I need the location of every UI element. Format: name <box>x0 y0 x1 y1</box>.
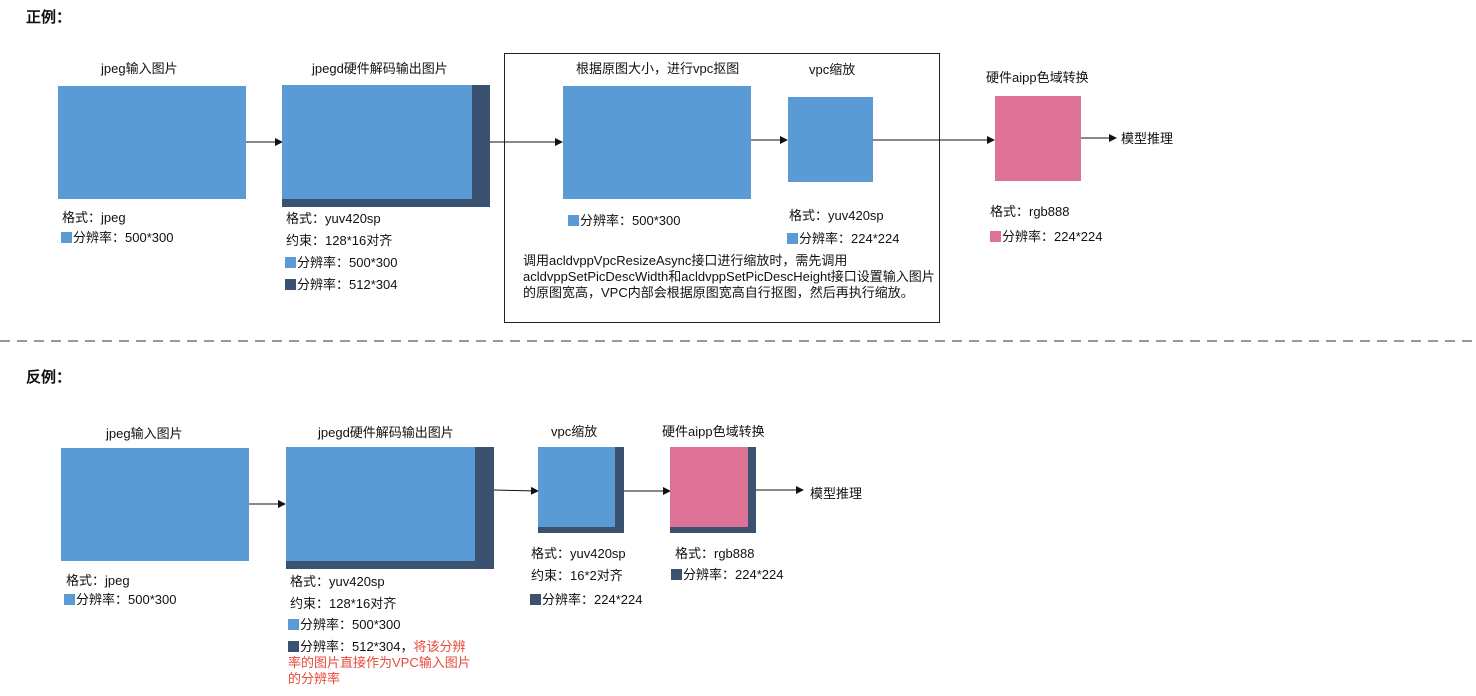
neg-jpeg-title: jpeg输入图片 <box>106 426 183 441</box>
pos-jpegd-res-a-row: 分辨率：500*300 <box>285 255 397 271</box>
blue-legend-swatch <box>61 232 72 243</box>
arrow-neg-jpegd-to-vpc <box>493 486 539 495</box>
blue-legend-swatch <box>64 594 75 605</box>
neg-vpc-res: 分辨率：224*224 <box>542 592 643 607</box>
pos-crop-res: 分辨率：500*300 <box>580 213 681 228</box>
pos-crop-image-box <box>563 86 751 199</box>
pos-jpegd-constraint: 约束：128*16对齐 <box>286 233 393 248</box>
positive-heading: 正例： <box>26 9 72 26</box>
neg-jpegd-res-a-row: 分辨率：500*300 <box>288 617 400 633</box>
pos-aipp-format: 格式：rgb888 <box>990 204 1070 219</box>
neg-vpc-title: vpc缩放 <box>551 424 598 439</box>
pos-vpc-image-box <box>788 97 873 182</box>
dark-legend-swatch <box>285 279 296 290</box>
negative-heading: 反例： <box>26 369 72 386</box>
blue-legend-swatch <box>285 257 296 268</box>
neg-jpegd-warning: 将该分辨率的图片直接作为VPC输入图片的分辨率 <box>288 639 471 686</box>
neg-jpeg-format: 格式：jpeg <box>66 573 130 588</box>
neg-jpegd-format: 格式：yuv420sp <box>290 574 385 589</box>
pos-vpc-note: 调用acldvppVpcResizeAsync接口进行缩放时，需先调用acldv… <box>523 253 935 300</box>
pos-vpc-res-row: 分辨率：224*224 <box>787 231 899 247</box>
pos-aipp-title: 硬件aipp色域转换 <box>986 70 1089 85</box>
pos-jpegd-title: jpegd硬件解码输出图片 <box>312 61 448 76</box>
pos-vpc-title: vpc缩放 <box>809 62 856 77</box>
neg-aipp-image-box <box>670 447 748 527</box>
neg-jpegd-image-box <box>286 447 475 561</box>
pos-aipp-res-row: 分辨率：224*224 <box>990 229 1102 245</box>
neg-jpegd-res-b-row: 分辨率：512*304，将该分辨率的图片直接作为VPC输入图片的分辨率 <box>288 639 478 687</box>
neg-model-inference: 模型推理 <box>810 486 863 501</box>
neg-aipp-title: 硬件aipp色域转换 <box>662 424 765 439</box>
pos-aipp-res: 分辨率：224*224 <box>1002 229 1103 244</box>
pos-jpeg-res-row: 分辨率：500*300 <box>61 230 173 246</box>
pos-jpegd-res-b: 分辨率：512*304 <box>297 277 398 292</box>
vpc-group-frame <box>504 53 940 323</box>
pos-jpeg-image-box <box>58 86 246 199</box>
neg-aipp-format: 格式：rgb888 <box>675 546 755 561</box>
neg-jpegd-res-b: 分辨率：512*304， <box>300 639 414 654</box>
blue-legend-swatch <box>787 233 798 244</box>
neg-aipp-res-row: 分辨率：224*224 <box>671 567 783 583</box>
pos-model-inference: 模型推理 <box>1121 131 1174 146</box>
neg-jpeg-image-box <box>61 448 249 561</box>
neg-vpc-res-row: 分辨率：224*224 <box>530 592 642 608</box>
pos-vpc-res: 分辨率：224*224 <box>799 231 900 246</box>
pos-aipp-image-box <box>995 96 1081 181</box>
dark-legend-swatch <box>671 569 682 580</box>
neg-vpc-image-box <box>538 447 615 527</box>
pos-jpeg-res: 分辨率：500*300 <box>73 230 174 245</box>
blue-legend-swatch <box>568 215 579 226</box>
neg-jpegd-constraint: 约束：128*16对齐 <box>290 596 397 611</box>
dark-legend-swatch <box>530 594 541 605</box>
pos-crop-title: 根据原图大小，进行vpc抠图 <box>576 61 740 76</box>
neg-jpegd-res-a: 分辨率：500*300 <box>300 617 401 632</box>
neg-vpc-format: 格式：yuv420sp <box>531 546 626 561</box>
pos-crop-res-row: 分辨率：500*300 <box>568 213 680 229</box>
pos-jpegd-res-b-row: 分辨率：512*304 <box>285 277 397 293</box>
pos-jpeg-title: jpeg输入图片 <box>101 61 178 76</box>
pos-jpeg-format: 格式：jpeg <box>62 210 126 225</box>
pos-jpegd-image-box <box>282 85 472 199</box>
neg-aipp-res: 分辨率：224*224 <box>683 567 784 582</box>
neg-vpc-constraint: 约束：16*2对齐 <box>531 568 623 583</box>
neg-jpegd-title: jpegd硬件解码输出图片 <box>318 425 454 440</box>
neg-jpeg-res: 分辨率：500*300 <box>76 592 177 607</box>
pos-jpegd-res-a: 分辨率：500*300 <box>297 255 398 270</box>
dark-legend-swatch <box>288 641 299 652</box>
pos-jpegd-format: 格式：yuv420sp <box>286 211 381 226</box>
pos-vpc-format: 格式：yuv420sp <box>789 208 884 223</box>
neg-jpeg-res-row: 分辨率：500*300 <box>64 592 176 608</box>
pink-legend-swatch <box>990 231 1001 242</box>
blue-legend-swatch <box>288 619 299 630</box>
